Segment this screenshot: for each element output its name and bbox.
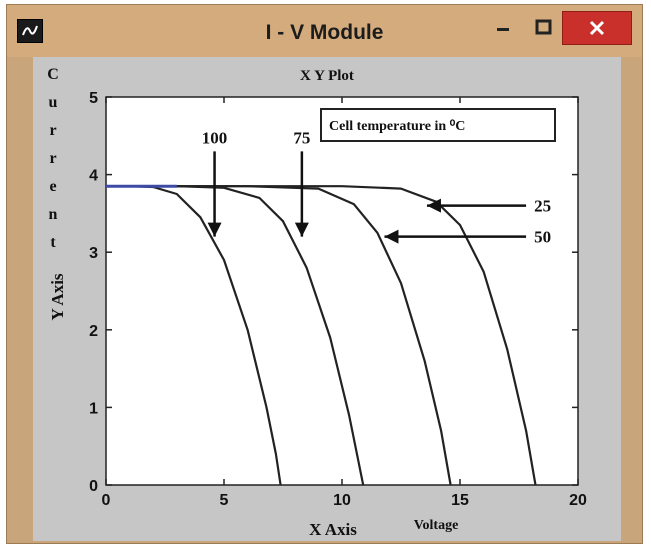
series-curves bbox=[106, 184, 537, 486]
close-button[interactable] bbox=[562, 11, 632, 45]
annotation-arrowhead-25 bbox=[426, 198, 441, 213]
y-tick-label: 5 bbox=[89, 90, 98, 107]
annotation-arrowhead-75 bbox=[294, 222, 309, 237]
annotation-label-50: 50 bbox=[534, 228, 551, 247]
maximize-button[interactable] bbox=[529, 13, 559, 43]
x-tick-label: 10 bbox=[333, 492, 351, 509]
legend-box: Cell temperature in ⁰C bbox=[320, 108, 556, 142]
minimize-icon bbox=[497, 28, 509, 31]
x-axis-label: X Axis bbox=[309, 520, 357, 539]
x-tick-label: 20 bbox=[569, 492, 587, 509]
plot-title: X Y Plot bbox=[300, 68, 354, 84]
x-tick-label: 5 bbox=[220, 492, 229, 509]
close-icon bbox=[589, 20, 605, 36]
ylabel-letter: t bbox=[50, 234, 56, 251]
y-tick-label: 2 bbox=[89, 323, 98, 340]
annotation-label-75: 75 bbox=[293, 128, 310, 147]
annotation-arrowhead-50 bbox=[384, 229, 399, 244]
title-bar[interactable]: I - V Module bbox=[7, 5, 642, 57]
ylabel-letter: n bbox=[49, 206, 58, 223]
x-tick-label: 0 bbox=[102, 492, 111, 509]
ylabel-letter: r bbox=[49, 150, 56, 167]
ylabel-letter: C bbox=[47, 66, 59, 83]
axis-ticks: 0 5 10 15 20 0 1 2 3 4 5 bbox=[89, 90, 587, 509]
maximize-icon bbox=[535, 19, 552, 35]
window-title: I - V Module bbox=[265, 21, 384, 44]
ylabel-letter: e bbox=[49, 178, 56, 195]
annotation-arrowhead-100 bbox=[207, 222, 222, 237]
series-line-25 bbox=[106, 185, 537, 486]
annotation-arrows: 100 75 25 50 bbox=[202, 128, 551, 246]
x-axis-voltage-label: Voltage bbox=[414, 518, 459, 533]
annotation-label-25: 25 bbox=[534, 197, 551, 216]
ylabel-letter: r bbox=[49, 122, 56, 139]
scope-icon[interactable] bbox=[17, 19, 43, 43]
legend-box-text: Cell temperature in ⁰C bbox=[329, 119, 465, 134]
minimize-button[interactable] bbox=[483, 13, 523, 43]
y-tick-label: 1 bbox=[89, 400, 98, 417]
x-tick-label: 15 bbox=[451, 492, 469, 509]
annotation-label-100: 100 bbox=[202, 128, 228, 147]
plot-area bbox=[105, 96, 579, 486]
y-tick-label: 3 bbox=[89, 245, 98, 262]
y-tick-label: 4 bbox=[89, 168, 98, 185]
ylabel-letter: u bbox=[49, 94, 58, 111]
y-tick-label: 0 bbox=[89, 478, 98, 495]
y-axis-label: Y Axis bbox=[48, 273, 67, 320]
